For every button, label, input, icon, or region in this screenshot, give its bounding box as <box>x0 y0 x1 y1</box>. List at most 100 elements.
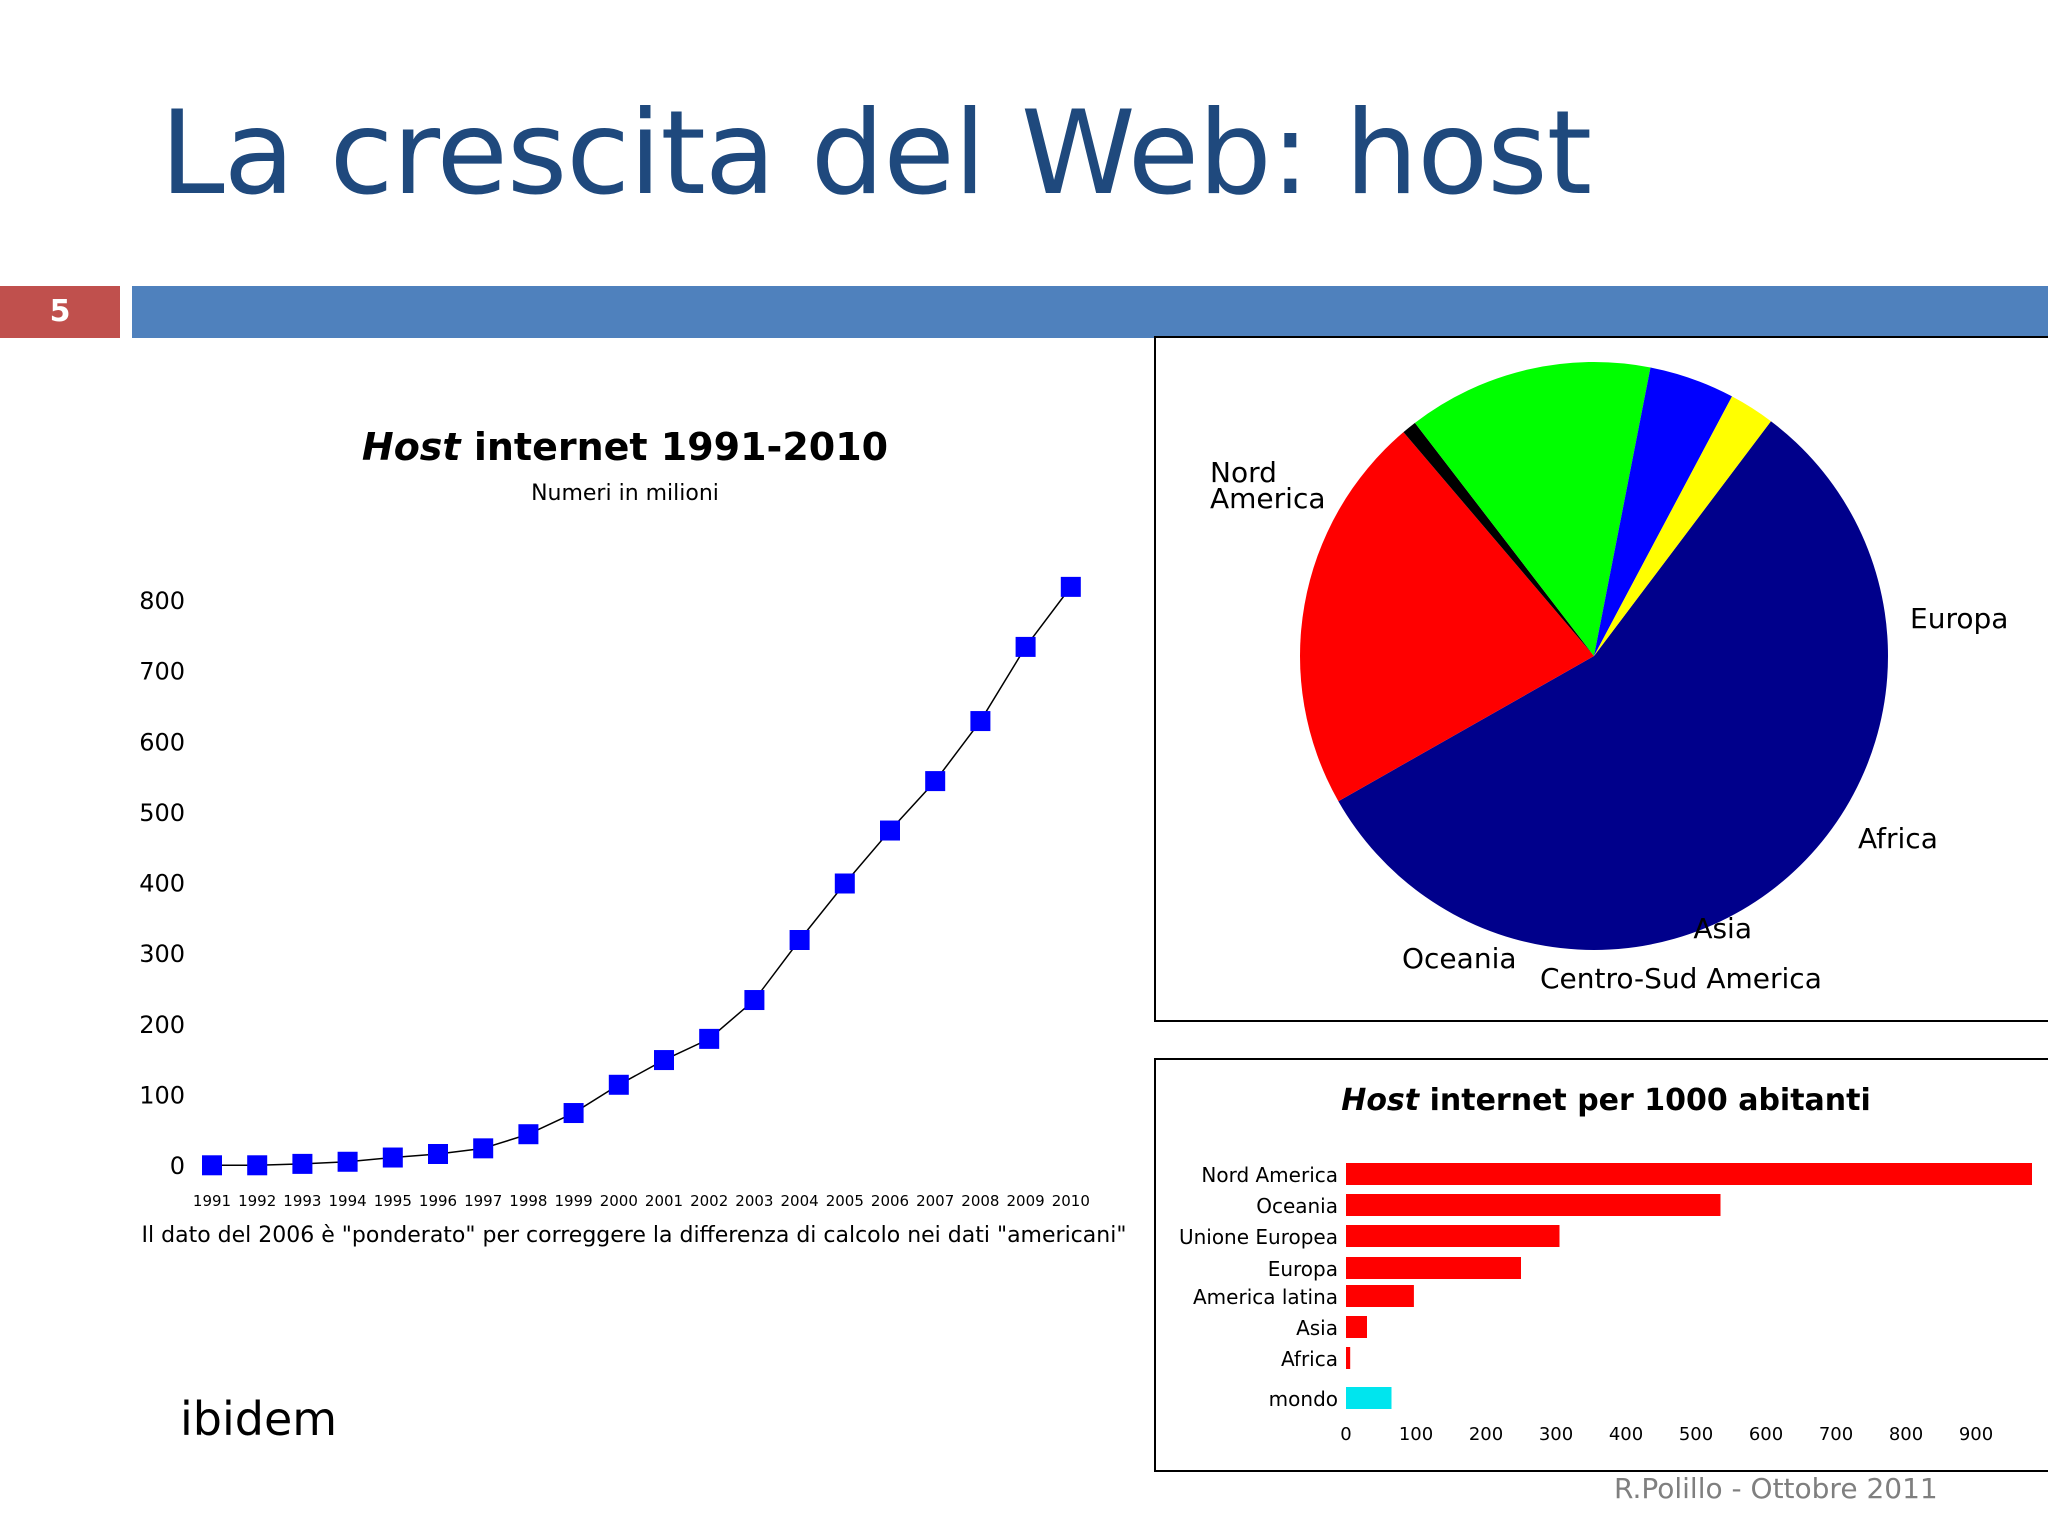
bar-category-label: Nord America <box>1201 1163 1338 1187</box>
x-tick-label: 2000 <box>600 1192 638 1210</box>
y-tick-label: 500 <box>139 799 185 827</box>
x-tick-label: 300 <box>1539 1424 1573 1445</box>
pie-slice-centro-sud-america <box>1594 367 1733 656</box>
data-point-2005 <box>834 873 855 894</box>
y-tick-label: 200 <box>139 1011 185 1039</box>
x-tick-label: 2004 <box>781 1192 819 1210</box>
bar-category-label: Europa <box>1268 1257 1338 1281</box>
data-point-2003 <box>744 990 765 1011</box>
bar-nord-america <box>1346 1163 2032 1185</box>
bar-category-label: Oceania <box>1256 1194 1338 1218</box>
data-point-1996 <box>428 1143 448 1164</box>
bar-rows: Nord America Oceania Unione Europea Europa A… <box>1179 1163 2032 1411</box>
x-tick-label: 2010 <box>1052 1192 1090 1210</box>
line-chart-subtitle: Numeri in milioni <box>531 481 719 506</box>
line-chart-caption: Il dato del 2006 è "ponderato" per corre… <box>142 1223 1127 1248</box>
x-tick-label: 1999 <box>555 1192 593 1210</box>
x-tick-label: 200 <box>1469 1424 1503 1445</box>
x-tick-label: 2009 <box>1007 1192 1045 1210</box>
x-tick-label: 1992 <box>238 1192 276 1210</box>
line-chart-title-rest: internet 1991-2010 <box>461 425 889 469</box>
y-tick-label: 400 <box>139 870 185 898</box>
x-tick-label: 2007 <box>916 1192 954 1210</box>
data-point-2007 <box>925 771 946 792</box>
bar-mondo <box>1346 1387 1392 1409</box>
x-tick-label: 2008 <box>961 1192 999 1210</box>
x-tick-label: 1997 <box>464 1192 502 1210</box>
pie-label: Europa <box>1910 602 2008 635</box>
bar-category-label: Unione Europea <box>1179 1225 1338 1249</box>
line-chart: Host internet 1991-2010 Numeri in milion… <box>139 425 1127 1248</box>
slide-number-box <box>0 286 120 338</box>
data-point-1994 <box>337 1151 358 1172</box>
bar-category-label: America latina <box>1193 1285 1338 1309</box>
pie-slice-asia <box>1414 362 1651 656</box>
x-tick-label: 500 <box>1679 1424 1713 1445</box>
bar-chart-frame: Host internet per 1000 abitanti Nord Ame… <box>1154 1058 2048 1472</box>
bar-america-latina <box>1346 1285 1414 1307</box>
data-point-2006 <box>880 820 900 841</box>
x-tick-label: 1993 <box>283 1192 321 1210</box>
pie-label: Oceania <box>1402 942 1517 975</box>
pie-slices <box>1300 362 1888 951</box>
bar-africa <box>1346 1347 1351 1369</box>
data-point-2004 <box>789 930 810 950</box>
pie-chart-frame: Nord America Europa Africa Asia Centro-Sud Am… <box>1154 336 2048 1022</box>
data-point-2000 <box>608 1074 629 1095</box>
y-tick-label: 800 <box>139 587 185 615</box>
data-point-1995 <box>382 1147 403 1168</box>
y-tick-label: 700 <box>139 658 185 686</box>
bar-oceania <box>1346 1194 1721 1216</box>
x-tick-label: 0 <box>1340 1424 1351 1445</box>
y-tick-label: 0 <box>170 1152 185 1180</box>
bar-chart: Host internet per 1000 abitanti Nord Ame… <box>1179 1083 2032 1445</box>
x-tick-label: 2003 <box>735 1192 773 1210</box>
data-point-1997 <box>473 1138 494 1159</box>
x-tick-label: 2006 <box>871 1192 909 1210</box>
line-chart-x-ticks: 1991 1992 1993 1994 1995 1996 1997 1998 1999 2000… <box>193 1192 1090 1210</box>
slide-title: La crescita del Web: host <box>160 86 1592 221</box>
bar-chart-title: Host internet per 1000 abitanti <box>1341 1083 1871 1118</box>
x-tick-label: 400 <box>1609 1424 1643 1445</box>
x-tick-label: 900 <box>1959 1424 1993 1445</box>
x-tick-label: 800 <box>1889 1424 1923 1445</box>
bar-chart-title-em: Host <box>1341 1083 1421 1118</box>
pie-label: Asia <box>1693 912 1752 945</box>
x-tick-label: 2005 <box>826 1192 864 1210</box>
bar-category-label: Africa <box>1281 1347 1338 1371</box>
bar-europa <box>1346 1257 1521 1279</box>
data-point-2009 <box>1015 636 1036 657</box>
line-chart-y-ticks: 0 100 200 300 400 500 600 700 800 <box>139 587 185 1180</box>
pie-slice-oceania <box>1594 396 1771 656</box>
pie-label: Nord America <box>1210 456 1326 515</box>
data-point-2001 <box>654 1050 674 1071</box>
header-bar <box>132 286 2048 338</box>
bar-unione-europea <box>1346 1225 1560 1247</box>
x-tick-label: 700 <box>1819 1424 1853 1445</box>
pie-labels: Nord America Europa Africa Asia Centro-Sud Am… <box>1210 456 2008 995</box>
x-tick-label: 2002 <box>690 1192 728 1210</box>
x-tick-label: 1991 <box>193 1192 231 1210</box>
x-tick-label: 1995 <box>374 1192 412 1210</box>
source-note: ibidem <box>180 1392 338 1446</box>
footer-credit: R.Polillo - Ottobre 2011 <box>1614 1472 1938 1505</box>
slide-number: 5 <box>49 294 71 329</box>
data-point-2010 <box>1060 576 1081 597</box>
data-point-1991 <box>202 1155 222 1176</box>
x-tick-label: 100 <box>1399 1424 1433 1445</box>
pie-label: Centro-Sud America <box>1540 962 1822 995</box>
bar-category-label: Asia <box>1296 1316 1338 1340</box>
pie-chart: Nord America Europa Africa Asia Centro-Sud Am… <box>1210 362 2008 995</box>
x-tick-label: 1994 <box>329 1192 367 1210</box>
y-tick-label: 100 <box>139 1081 185 1109</box>
pie-slice-nord-america <box>1338 421 1888 951</box>
x-tick-label: 1996 <box>419 1192 457 1210</box>
y-tick-label: 300 <box>139 940 185 968</box>
data-point-1992 <box>247 1155 268 1176</box>
bar-chart-title-rest: internet per 1000 abitanti <box>1419 1083 1871 1118</box>
bar-chart-x-ticks: 0 100 200 300 400 500 600 700 800 900 <box>1340 1424 1993 1445</box>
y-tick-label: 600 <box>139 728 185 756</box>
data-point-2002 <box>699 1028 720 1049</box>
line-series-line <box>212 586 1072 1167</box>
bar-category-label: mondo <box>1269 1387 1338 1411</box>
